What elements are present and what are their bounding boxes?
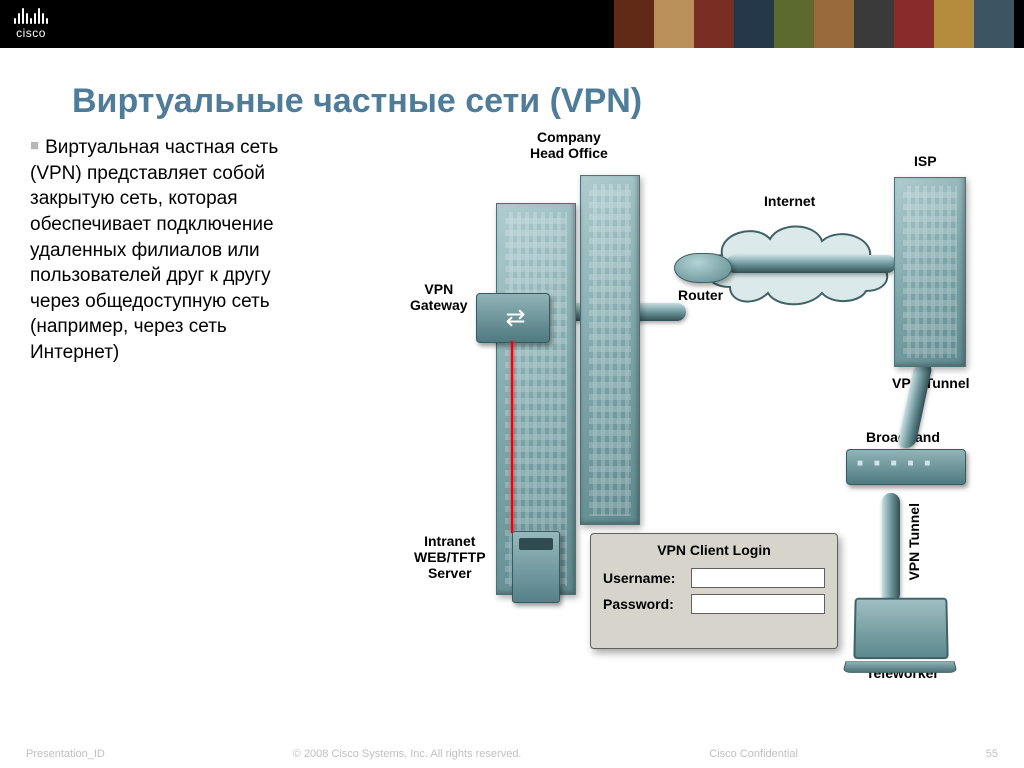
vpn-gateway-icon: ⇄ (476, 293, 550, 343)
password-label: Password: (603, 596, 691, 612)
gateway-arrows-icon: ⇄ (505, 304, 520, 333)
header-photo-swatch (934, 0, 974, 48)
password-input[interactable] (691, 594, 825, 614)
head-office-building-back-icon (580, 175, 640, 525)
label-vpn-tunnel-vert: VPN Tunnel (906, 503, 922, 581)
bullet-block: ■Виртуальная частная сеть (VPN) представ… (30, 135, 290, 366)
vpn-tunnel-pipe-4 (882, 493, 900, 603)
label-isp: ISP (914, 153, 937, 169)
broadband-modem-icon (846, 449, 966, 485)
intranet-server-icon (512, 531, 560, 603)
label-internet: Internet (764, 193, 815, 209)
label-server: Intranet WEB/TFTP Server (414, 533, 486, 581)
header-photo-swatch (694, 0, 734, 48)
vpn-diagram: Company Head Office ISP Internet VPN Gat… (294, 135, 994, 695)
label-head-office: Company Head Office (530, 129, 608, 161)
gateway-to-server-link (511, 341, 513, 533)
login-panel-title: VPN Client Login (603, 542, 825, 558)
slide-footer: Presentation_ID © 2008 Cisco Systems, In… (0, 748, 1024, 760)
header-photo-swatch (894, 0, 934, 48)
footer-left: Presentation_ID (26, 748, 105, 760)
cisco-logo-text: cisco (14, 26, 48, 40)
username-input[interactable] (691, 568, 825, 588)
cisco-logo: cisco (14, 6, 48, 40)
footer-center: © 2008 Cisco Systems, Inc. All rights re… (293, 748, 522, 760)
label-vpn-tunnel-right: VPN Tunnel (892, 375, 970, 391)
bullet-text: Виртуальная частная сеть (VPN) представл… (30, 137, 278, 363)
username-label: Username: (603, 570, 691, 586)
label-vpn-gateway: VPN Gateway (410, 281, 468, 313)
footer-page: 55 (986, 748, 998, 760)
vpn-tunnel-pipe-2 (726, 255, 896, 273)
header-photo-swatch (814, 0, 854, 48)
vpn-login-panel: VPN Client Login Username: Password: (590, 533, 838, 649)
slide-title: Виртуальные частные сети (VPN) (72, 82, 1024, 121)
header-photo-swatch (774, 0, 814, 48)
header-photo-swatch (734, 0, 774, 48)
header-photo-swatch (854, 0, 894, 48)
footer-right: Cisco Confidential (709, 748, 798, 760)
cisco-logo-bars (14, 6, 48, 24)
header-photo-swatch (614, 0, 654, 48)
header-photo-swatch (654, 0, 694, 48)
isp-building-icon (894, 177, 966, 367)
header-photo-swatch (974, 0, 1014, 48)
slide-body: ■Виртуальная частная сеть (VPN) представ… (0, 135, 1024, 695)
router-icon (674, 253, 732, 283)
teleworker-laptop-icon (854, 597, 956, 677)
bullet-marker: ■ (30, 137, 39, 154)
header-bar: cisco (0, 0, 1024, 48)
header-photo-strip (614, 0, 1014, 48)
